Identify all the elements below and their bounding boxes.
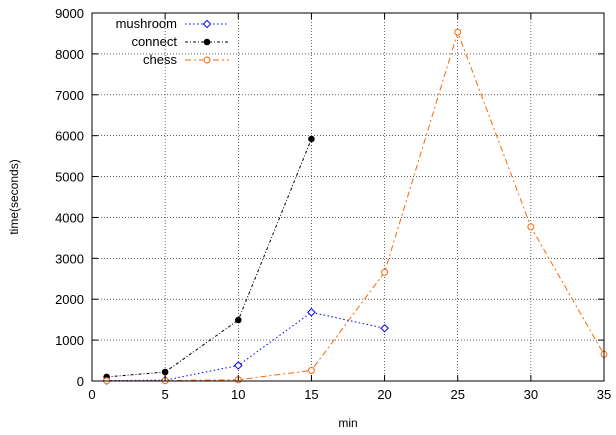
y-tick-label: 0 bbox=[77, 374, 84, 389]
x-tick-label: 20 bbox=[377, 387, 391, 402]
connect-point bbox=[234, 316, 242, 324]
x-tick-label: 0 bbox=[88, 387, 95, 402]
mushroom-point bbox=[307, 307, 316, 317]
chess-point bbox=[381, 268, 389, 276]
x-tick-label: 25 bbox=[450, 387, 464, 402]
chess-point bbox=[307, 366, 315, 374]
y-axis-title: time(seconds) bbox=[7, 159, 21, 234]
mushroom-point bbox=[380, 323, 389, 333]
x-axis-title: min bbox=[338, 416, 357, 430]
x-tick-label: 35 bbox=[597, 387, 611, 402]
y-tick-label: 2000 bbox=[55, 292, 84, 307]
connect-line bbox=[106, 138, 312, 378]
series-mushroom bbox=[102, 307, 389, 385]
legend-item-mushroom: mushroom bbox=[116, 16, 229, 31]
legend-item-connect: connect bbox=[131, 34, 229, 49]
legend-swatch-marker bbox=[203, 38, 211, 46]
connect-point bbox=[308, 135, 315, 143]
y-tick-label: 7000 bbox=[55, 88, 84, 103]
y-tick-label: 1000 bbox=[55, 333, 84, 348]
connect-point bbox=[161, 368, 169, 376]
mushroom-line bbox=[106, 311, 385, 382]
plot-frame bbox=[91, 12, 605, 382]
legend-label: mushroom bbox=[116, 16, 177, 31]
chess-point bbox=[454, 28, 462, 36]
x-tick-label: 15 bbox=[304, 387, 318, 402]
chess-point bbox=[527, 223, 535, 231]
series-group bbox=[102, 28, 608, 385]
y-tick-label: 5000 bbox=[55, 170, 84, 185]
legend-label: connect bbox=[131, 34, 177, 49]
legend: mushroom connect chess bbox=[116, 16, 229, 67]
x-tick-label: 10 bbox=[231, 387, 245, 402]
legend-item-chess: chess bbox=[143, 52, 229, 67]
y-tick-label: 9000 bbox=[55, 6, 84, 21]
y-tick-label: 3000 bbox=[55, 251, 84, 266]
x-tick-label: 30 bbox=[524, 387, 538, 402]
series-connect bbox=[103, 135, 315, 381]
mushroom-point bbox=[233, 361, 243, 370]
x-tick-label: 5 bbox=[162, 387, 169, 402]
y-tick-label: 6000 bbox=[55, 129, 84, 144]
y-tick-label: 8000 bbox=[55, 47, 84, 62]
grid-lines bbox=[92, 13, 604, 381]
legend-swatch-marker bbox=[202, 19, 212, 29]
legend-label: chess bbox=[143, 52, 177, 67]
series-chess bbox=[103, 28, 608, 385]
y-tick-label: 4000 bbox=[55, 210, 84, 225]
legend-swatch-marker bbox=[203, 56, 211, 64]
axis-ticks: 0 5 10 15 20 25 30 35 0 1000 2000 3000 4000 5000 6000 7… bbox=[55, 6, 611, 402]
chess-line bbox=[106, 30, 605, 382]
